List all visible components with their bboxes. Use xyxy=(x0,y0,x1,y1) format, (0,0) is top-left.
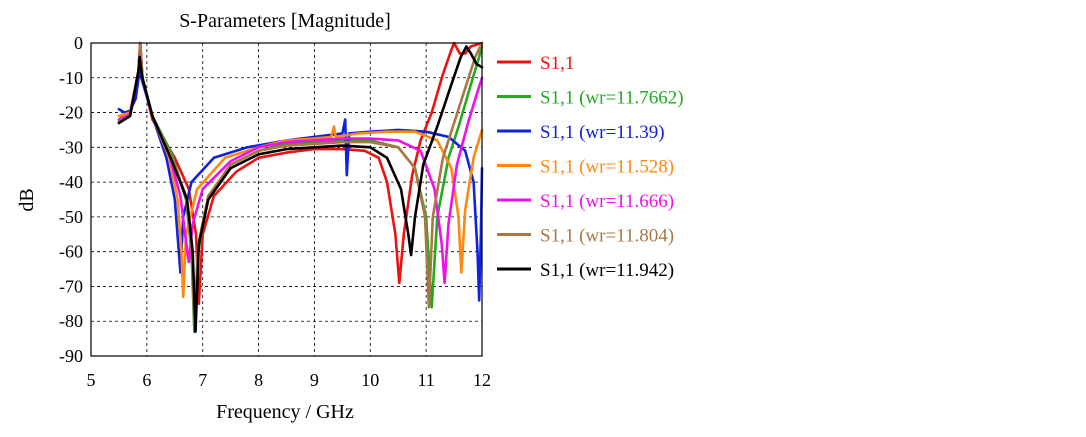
y-tick-label: -70 xyxy=(59,276,83,296)
legend-label-4: S1,1 (wr=11.666) xyxy=(540,191,674,212)
legend: S1,1 S1,1 (wr=11.7662) S1,1 (wr=11.39) S1,1… xyxy=(497,53,684,281)
x-tick-label: 11 xyxy=(417,370,434,390)
plot-series xyxy=(117,41,484,333)
y-tick-label: -20 xyxy=(59,103,83,123)
y-tick-label: -80 xyxy=(59,311,83,331)
y-axis-label: dB xyxy=(16,188,38,211)
legend-label-6: S1,1 (wr=11.942) xyxy=(540,260,674,281)
x-tick-label: 8 xyxy=(254,370,263,390)
y-tick-label: -50 xyxy=(59,207,83,227)
legend-label-5: S1,1 (wr=11.804) xyxy=(540,226,674,247)
chart-title: S-Parameters [Magnitude] xyxy=(179,10,391,32)
y-tick-label: 0 xyxy=(74,33,83,53)
legend-label-0: S1,1 xyxy=(540,53,574,74)
legend-label-3: S1,1 (wr=11.528) xyxy=(540,157,674,178)
series-line-6 xyxy=(117,45,484,333)
x-tick-label: 10 xyxy=(361,370,379,390)
y-tick-label: -90 xyxy=(59,346,83,366)
y-tick-label: -10 xyxy=(59,68,83,88)
x-tick-label: 5 xyxy=(87,370,96,390)
x-tick-label: 6 xyxy=(142,370,151,390)
legend-label-2: S1,1 (wr=11.39) xyxy=(540,122,665,143)
plot-frame xyxy=(90,42,483,357)
y-axis-ticks: 0 -10 -20 -30 -40 -50 -60 -70 -80 -90 xyxy=(59,33,83,366)
y-tick-label: -60 xyxy=(59,242,83,262)
x-axis-label: Frequency / GHz xyxy=(216,401,354,423)
y-tick-label: -30 xyxy=(59,137,83,157)
x-axis-ticks: 5 6 7 8 9 10 11 12 xyxy=(87,370,492,390)
y-tick-label: -40 xyxy=(59,172,83,192)
x-tick-label: 12 xyxy=(473,370,491,390)
legend-label-1: S1,1 (wr=11.7662) xyxy=(540,88,684,109)
x-tick-label: 7 xyxy=(198,370,207,390)
x-tick-label: 9 xyxy=(310,370,319,390)
